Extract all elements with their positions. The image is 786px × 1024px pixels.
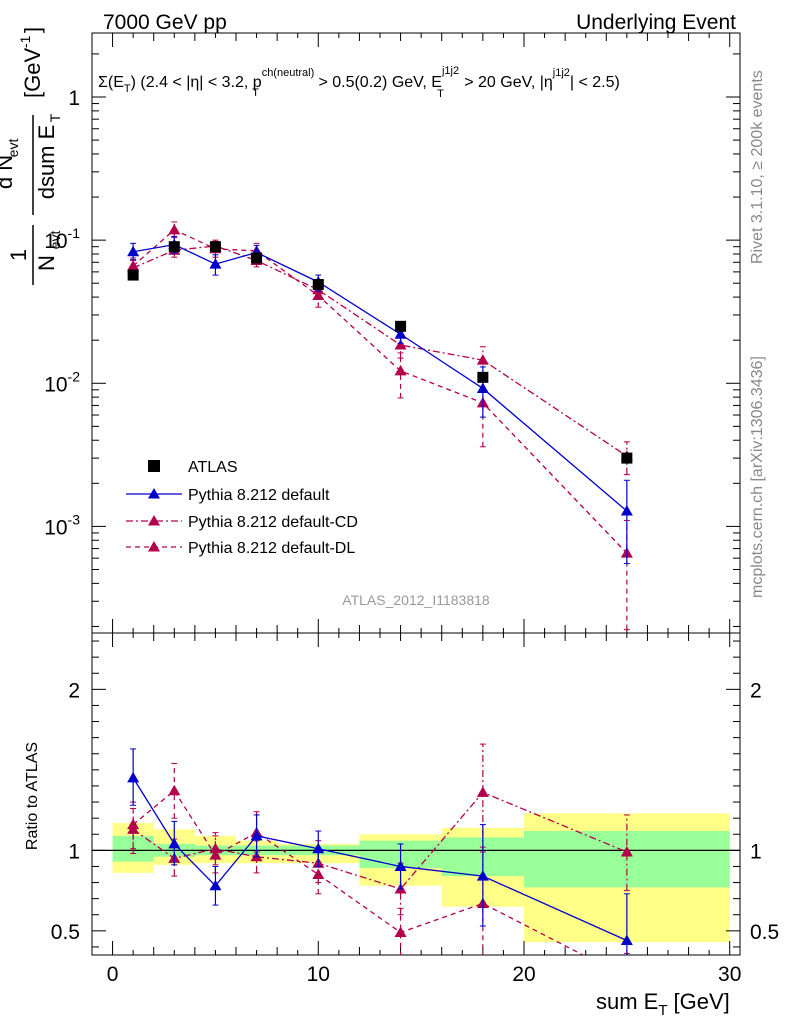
ratio-y-tick-label-right: 0.5	[750, 921, 779, 944]
main-plot-area: 10-3 10-2 10-1 1	[44, 32, 741, 634]
svg-text:]: ]	[20, 27, 45, 33]
ratio-y-tick-label-right: 2	[750, 679, 762, 702]
main-point-atlas	[477, 371, 489, 383]
header-right: Underlying Event	[576, 11, 736, 34]
ratio-point-default	[250, 829, 263, 841]
ratio-point-default	[168, 837, 181, 849]
main-point-default	[394, 328, 407, 339]
ratio-point-cd	[209, 842, 222, 854]
main-series-line-cd	[132, 245, 628, 457]
ratio-point-dl	[394, 926, 407, 937]
legend-marker-default	[148, 488, 160, 499]
ratio-y-tick-label: 2	[68, 679, 80, 702]
main-point-atlas	[127, 269, 139, 281]
svg-text:T: T	[47, 113, 63, 122]
ratio-point-cd	[127, 823, 140, 834]
header-left: 7000 GeV pp	[103, 11, 227, 34]
ratio-y-tick-label: 0.5	[51, 921, 80, 944]
ratio-series-line-default	[132, 777, 628, 942]
x-axis-label: sum ET [GeV]	[596, 989, 730, 1019]
plot-title: Σ(ET) (2.4 < |η| < 3.2, pch(neutral) T > …	[98, 65, 620, 100]
ratio-x-tick-label: 10	[307, 963, 330, 986]
main-point-cd	[476, 354, 489, 365]
svg-text:evt: evt	[5, 139, 21, 158]
main-point-atlas	[621, 452, 633, 464]
main-point-dl	[168, 223, 181, 235]
ratio-y-axis-label: Ratio to ATLAS	[24, 742, 41, 850]
ratio-x-tick-label: 30	[718, 963, 741, 986]
legend-label-dl: Pythia 8.212 default-DL	[188, 540, 355, 557]
ratio-series-line-cd	[132, 791, 628, 890]
main-point-atlas	[312, 278, 324, 290]
ratio-x-tick-label: 0	[107, 963, 119, 986]
svg-text:-1: -1	[17, 35, 33, 48]
main-point-atlas	[395, 320, 407, 332]
ratio-plot-area: 0 10 20 30 0.5 0.5 1 1 2 2	[51, 632, 779, 986]
main-y-tick-label: 10-1	[44, 225, 80, 253]
ratio-point-dl	[621, 972, 633, 983]
legend-marker-dl	[148, 541, 160, 552]
svg-text:1: 1	[6, 249, 31, 261]
legend: ATLAS Pythia 8.212 default Pythia 8.212 de…	[126, 459, 358, 557]
main-point-default	[209, 258, 222, 269]
ratio-point-default	[476, 870, 489, 881]
ratio-y-tick-label: 1	[68, 840, 80, 863]
legend-label-cd: Pythia 8.212 default-CD	[188, 514, 358, 531]
main-point-atlas	[168, 241, 180, 253]
ratio-frame	[91, 632, 741, 956]
svg-text:d N: d N	[0, 155, 17, 189]
ratio-point-default	[312, 842, 325, 854]
ratio-point-cd	[476, 786, 489, 797]
ratio-point-default	[394, 860, 407, 871]
ratio-series-line-dl	[132, 789, 585, 955]
main-point-atlas	[209, 241, 221, 253]
main-point-default	[620, 505, 633, 516]
main-y-tick-label: 10-3	[44, 511, 80, 539]
ratio-point-default	[209, 879, 222, 891]
legend-marker-atlas	[148, 460, 160, 472]
ratio-plot-marks	[127, 743, 633, 983]
main-plot-marks	[127, 221, 633, 631]
ratio-point-default	[127, 771, 140, 783]
ratio-y-tick-label-right: 1	[750, 840, 762, 863]
main-point-default	[476, 382, 489, 393]
main-point-cd	[394, 339, 407, 350]
main-series-line-dl	[132, 229, 628, 554]
ratio-point-cd	[620, 845, 633, 857]
svg-text:N: N	[34, 255, 59, 271]
main-y-axis-label: 1 N evt d N evt dsum E T [GeV -1 ]	[0, 27, 63, 285]
svg-text:evt: evt	[47, 231, 63, 250]
main-series-line-default	[133, 243, 628, 512]
main-y-tick-label: 10-2	[44, 368, 80, 396]
ratio-point-default	[620, 934, 633, 946]
main-point-default	[127, 245, 140, 257]
ratio-point-dl	[168, 784, 181, 796]
legend-marker-cd	[148, 515, 160, 526]
analysis-id: ATLAS_2012_I1183818	[342, 592, 490, 608]
ratio-point-dl	[312, 868, 325, 879]
ratio-x-tick-label: 20	[512, 963, 535, 986]
legend-label-default: Pythia 8.212 default	[188, 487, 330, 504]
main-y-tick-label: 1	[68, 87, 80, 110]
svg-text:dsum E: dsum E	[34, 125, 59, 200]
main-point-atlas	[251, 252, 263, 264]
svg-text:[GeV: [GeV	[20, 48, 45, 98]
side-label-rivet: Rivet 3.1.10, ≥ 200k events	[749, 70, 766, 264]
side-label-mcplots: mcplots.cern.ch [arXiv:1306.3436]	[749, 356, 766, 598]
legend-label-atlas: ATLAS	[188, 459, 238, 476]
main-point-dl	[394, 364, 407, 376]
